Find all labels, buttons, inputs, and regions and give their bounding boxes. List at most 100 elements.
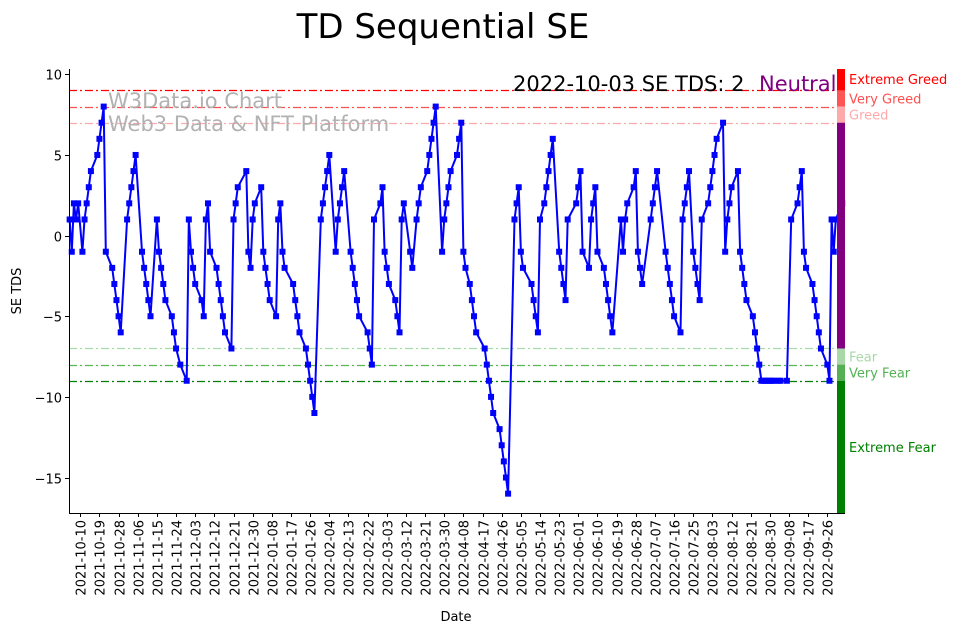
- data-point: [511, 216, 518, 223]
- data-point: [132, 151, 139, 158]
- data-point: [592, 184, 599, 191]
- data-point: [466, 280, 473, 287]
- data-point: [366, 345, 373, 352]
- x-tick-label: 2022-06-19: [612, 520, 627, 596]
- data-point: [381, 248, 388, 255]
- data-point: [500, 458, 507, 465]
- data-point: [607, 313, 614, 320]
- data-point: [547, 151, 554, 158]
- zone-band: [837, 90, 845, 107]
- data-point: [698, 216, 705, 223]
- data-point: [368, 361, 375, 368]
- data-point: [696, 297, 703, 304]
- data-point: [113, 297, 120, 304]
- x-tick-label: 2022-07-25: [688, 520, 703, 596]
- data-point: [705, 200, 712, 207]
- data-point: [334, 216, 341, 223]
- data-point: [664, 264, 671, 271]
- zone-label: Extreme Greed: [849, 73, 947, 88]
- data-point: [394, 313, 401, 320]
- data-point: [537, 216, 544, 223]
- data-point: [243, 168, 250, 175]
- data-point: [560, 280, 567, 287]
- y-tick-label: −10: [35, 392, 62, 407]
- data-point: [754, 345, 761, 352]
- data-point: [128, 184, 135, 191]
- data-point: [441, 216, 448, 223]
- data-point: [545, 168, 552, 175]
- data-point: [771, 377, 778, 384]
- data-point: [490, 410, 497, 417]
- data-point: [275, 216, 282, 223]
- data-point: [458, 119, 465, 126]
- data-point: [117, 329, 124, 336]
- data-point: [364, 329, 371, 336]
- data-point: [602, 280, 609, 287]
- data-point: [177, 361, 184, 368]
- data-point: [294, 313, 301, 320]
- x-tick-label: 2022-03-03: [382, 520, 397, 596]
- series-line: [68, 105, 844, 495]
- zone-band: [837, 380, 845, 513]
- data-point: [803, 264, 810, 271]
- data-point: [341, 168, 348, 175]
- zone-label: Very Greed: [849, 93, 921, 108]
- data-point: [249, 216, 256, 223]
- x-tick-label: 2022-09-26: [822, 520, 837, 596]
- data-point: [319, 200, 326, 207]
- data-point: [541, 200, 548, 207]
- data-point: [794, 200, 801, 207]
- data-point: [351, 280, 358, 287]
- data-point: [81, 216, 88, 223]
- data-point: [720, 119, 727, 126]
- x-tick-label: 2022-08-03: [707, 520, 722, 596]
- data-point: [756, 361, 763, 368]
- data-point: [751, 329, 758, 336]
- data-point: [519, 264, 526, 271]
- data-point: [647, 216, 654, 223]
- x-tick-label: 2021-11-24: [171, 520, 186, 596]
- data-point: [679, 216, 686, 223]
- zone-band: [837, 348, 845, 365]
- data-point: [336, 200, 343, 207]
- data-point: [100, 103, 107, 110]
- data-point: [317, 216, 324, 223]
- data-point: [356, 313, 363, 320]
- data-point: [502, 474, 509, 481]
- data-point: [815, 329, 822, 336]
- data-point: [711, 151, 718, 158]
- data-point: [400, 200, 407, 207]
- zone-band: [837, 106, 845, 123]
- data-point: [230, 216, 237, 223]
- x-tick-label: 2022-04-08: [458, 520, 473, 596]
- data-point: [168, 313, 175, 320]
- data-point: [234, 184, 241, 191]
- data-point: [109, 264, 116, 271]
- data-point: [173, 345, 180, 352]
- data-point: [749, 313, 756, 320]
- data-point: [824, 361, 831, 368]
- data-point: [413, 216, 420, 223]
- data-point: [632, 168, 639, 175]
- data-point: [609, 329, 616, 336]
- x-tick-label: 2022-05-23: [554, 520, 569, 596]
- data-point: [534, 329, 541, 336]
- data-point: [654, 168, 661, 175]
- data-point: [290, 280, 297, 287]
- data-point: [637, 264, 644, 271]
- data-point: [162, 297, 169, 304]
- data-point: [222, 329, 229, 336]
- data-point: [124, 216, 131, 223]
- data-point: [620, 248, 627, 255]
- data-point: [264, 280, 271, 287]
- data-point: [247, 264, 254, 271]
- data-point: [683, 184, 690, 191]
- watermark-line2: Web3 Data & NFT Platform: [108, 112, 389, 136]
- data-point: [141, 264, 148, 271]
- data-point: [605, 297, 612, 304]
- data-point: [600, 264, 607, 271]
- annotation: 2022-10-03 SE TDS: 2: [513, 72, 744, 96]
- data-point: [439, 248, 446, 255]
- data-point: [666, 280, 673, 287]
